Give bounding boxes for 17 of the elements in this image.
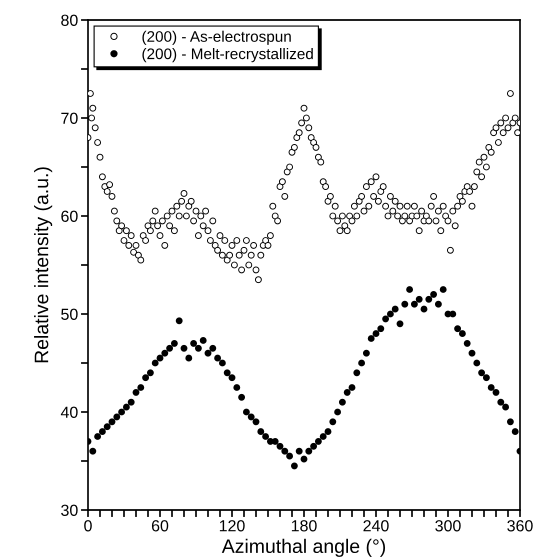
x-tick-label: 60 [152, 520, 168, 532]
x-tick-label: 120 [220, 520, 245, 532]
x-tick-label: 240 [363, 520, 389, 532]
y-tick-label: 70 [61, 112, 78, 124]
legend-label: (200) - Melt-recrystallized [142, 48, 313, 62]
y-tick-label: 30 [61, 504, 78, 516]
x-axis-title: Azimuthal angle (°) [222, 538, 386, 557]
x-tick-label: 180 [292, 520, 317, 532]
y-tick-label: 60 [61, 210, 78, 222]
legend-label: (200) - As-electrospun [142, 30, 291, 45]
y-tick-label: 80 [61, 14, 78, 26]
x-tick-label: 360 [507, 520, 533, 532]
y-tick-label: 50 [61, 308, 78, 320]
x-tick-label: 0 [84, 520, 92, 532]
x-tick-label: 300 [435, 520, 461, 532]
y-axis-title: Relative intensity (a.u.) [34, 167, 52, 362]
y-tick-label: 40 [60, 406, 78, 418]
